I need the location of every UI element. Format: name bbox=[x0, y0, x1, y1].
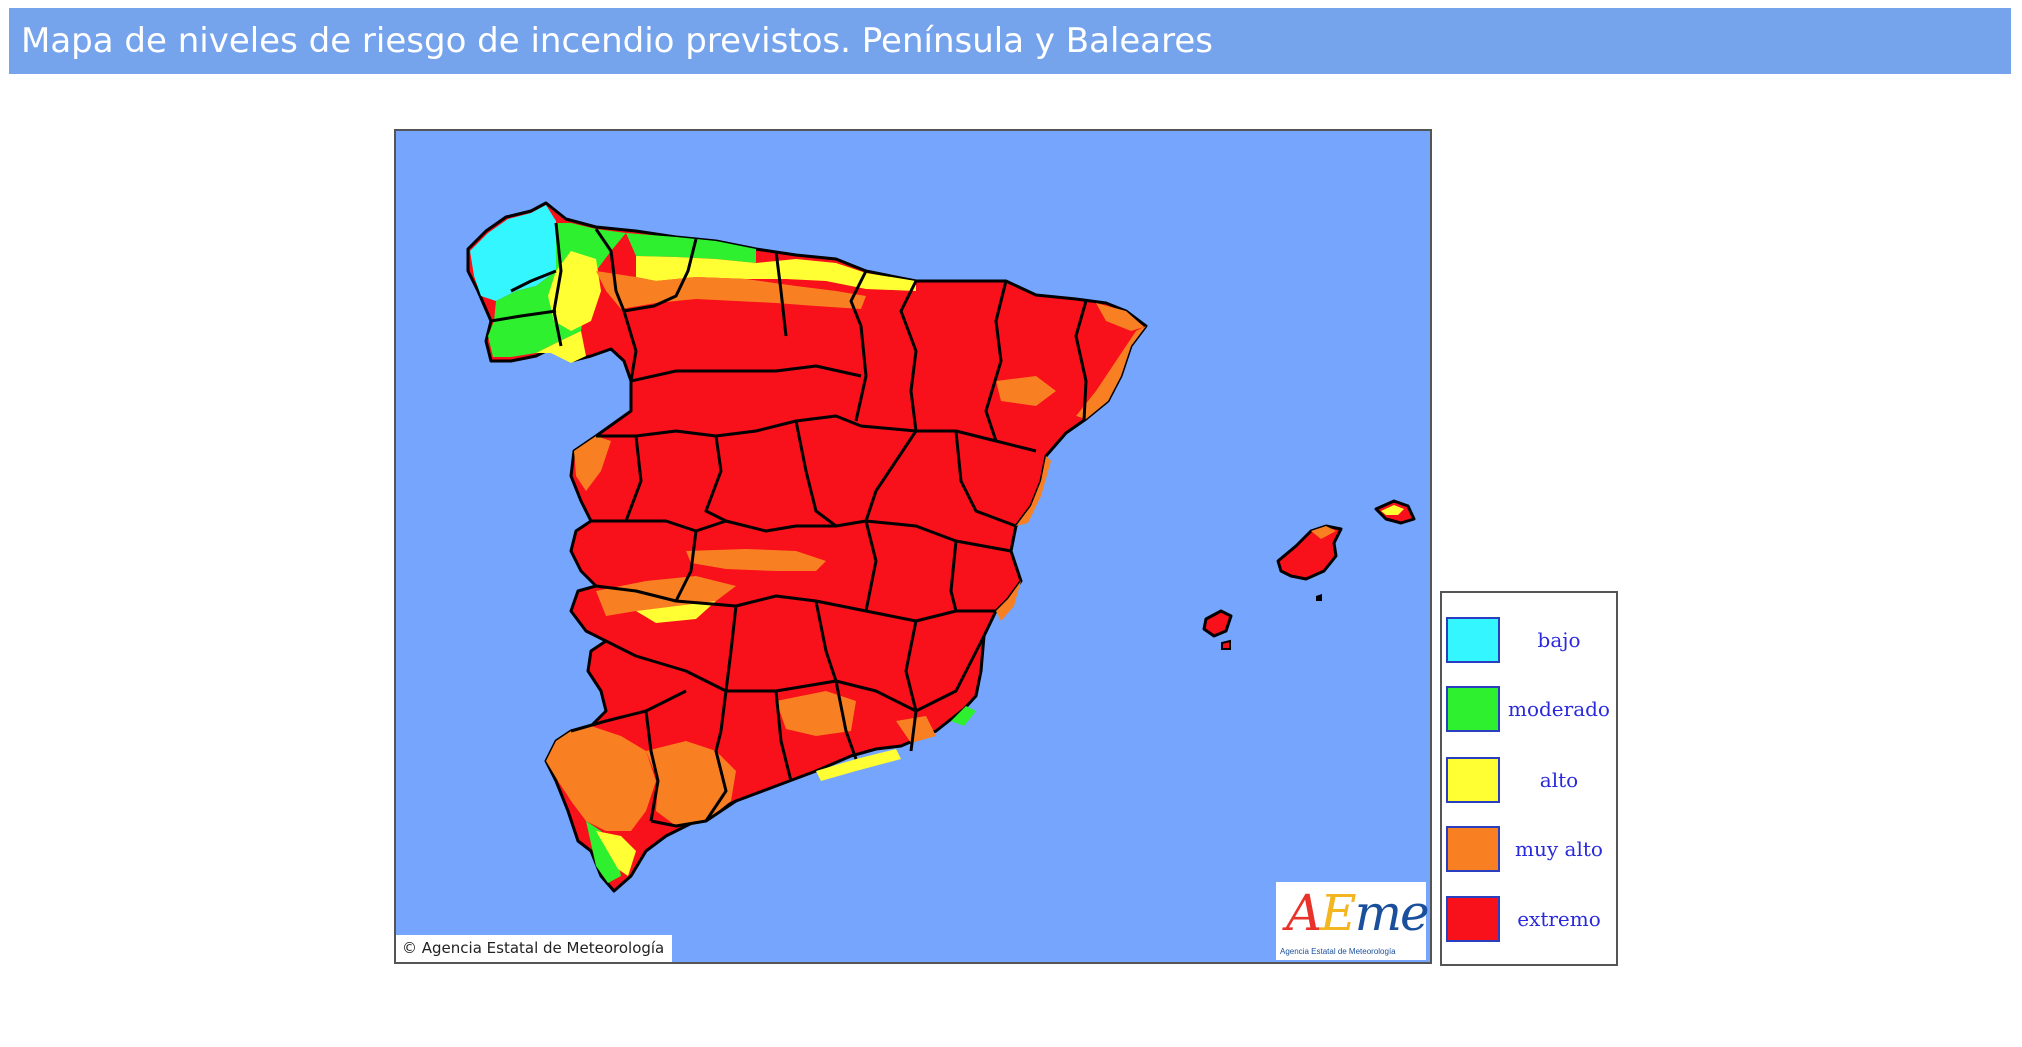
legend-item-extremo: extremo bbox=[1446, 892, 1616, 946]
aemet-logo: AEmet Agencia Estatal de Meteorología bbox=[1276, 882, 1430, 960]
southeast-coast-moderate-risk bbox=[951, 706, 976, 726]
legend-swatch bbox=[1446, 896, 1500, 942]
legend-swatch bbox=[1446, 617, 1500, 663]
catalonia-coast-very-high-risk bbox=[1076, 326, 1146, 419]
cabrera-island bbox=[1316, 594, 1322, 601]
southeast-coast-high-risk bbox=[816, 749, 901, 781]
galicia-high-risk-south bbox=[536, 331, 586, 363]
risk-legend: bajo moderado alto muy alto extremo bbox=[1440, 591, 1618, 966]
legend-label: muy alto bbox=[1515, 837, 1603, 861]
aemet-logo-subtitle: Agencia Estatal de Meteorología bbox=[1280, 947, 1396, 956]
copyright-notice: © Agencia Estatal de Meteorología bbox=[396, 935, 673, 962]
galicia-low-risk bbox=[470, 205, 556, 301]
cantabria-very-high-risk bbox=[596, 271, 866, 309]
aemet-logo-text: AEmet bbox=[1286, 884, 1430, 942]
legend-item-bajo: bajo bbox=[1446, 613, 1616, 667]
aragon-very-high-risk bbox=[996, 376, 1056, 406]
mallorca-island bbox=[1276, 524, 1343, 581]
levante-coast-very-high-risk bbox=[1016, 456, 1051, 526]
cantabria-high-risk bbox=[636, 256, 916, 291]
west-very-high-risk bbox=[574, 436, 611, 491]
valencia-very-high-risk bbox=[996, 581, 1021, 621]
ibiza-island bbox=[1202, 609, 1233, 638]
mallorca-very-high-risk bbox=[1311, 526, 1336, 539]
legend-item-muy-alto: muy alto bbox=[1446, 822, 1616, 876]
huelva-very-high-risk bbox=[546, 726, 656, 831]
legend-item-alto: alto bbox=[1446, 753, 1616, 807]
fire-risk-map: © Agencia Estatal de Meteorología AEmet … bbox=[394, 129, 1432, 964]
sevilla-very-high-risk bbox=[646, 741, 736, 826]
legend-swatch bbox=[1446, 826, 1500, 872]
catalonia-northeast-very-high-risk bbox=[1096, 303, 1144, 331]
granada-very-high-risk bbox=[896, 716, 936, 743]
legend-swatch bbox=[1446, 686, 1500, 732]
central-very-high-risk bbox=[686, 549, 826, 571]
iberian-peninsula-map bbox=[466, 201, 1416, 893]
formentera-island bbox=[1221, 639, 1231, 650]
legend-item-moderado: moderado bbox=[1446, 682, 1616, 736]
legend-label: alto bbox=[1539, 768, 1579, 792]
cadiz-high-risk bbox=[596, 831, 636, 876]
legend-label: extremo bbox=[1517, 907, 1601, 931]
cordoba-very-high-risk bbox=[776, 691, 856, 736]
province-borders bbox=[490, 222, 1088, 828]
extremadura-high-risk bbox=[636, 601, 716, 623]
cantabria-moderate-risk bbox=[626, 233, 756, 263]
legend-label: moderado bbox=[1508, 697, 1610, 721]
page-title: Mapa de niveles de riesgo de incendio pr… bbox=[9, 8, 2011, 74]
legend-label: bajo bbox=[1537, 628, 1581, 652]
cadiz-moderate-risk bbox=[586, 821, 621, 883]
extremadura-very-high-risk bbox=[596, 576, 736, 616]
menorca-high-risk bbox=[1381, 505, 1404, 515]
legend-swatch bbox=[1446, 757, 1500, 803]
